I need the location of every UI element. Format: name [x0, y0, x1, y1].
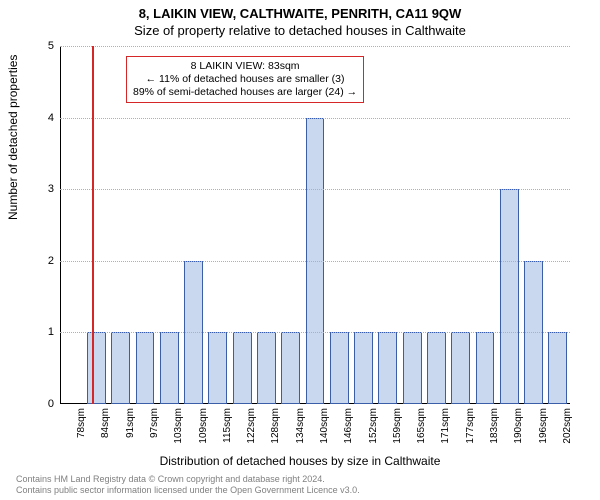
- bar: [160, 332, 179, 404]
- bar: [476, 332, 495, 404]
- gridline: [60, 118, 570, 120]
- gridline: [60, 189, 570, 191]
- annotation-line: 89% of semi-detached houses are larger (…: [133, 86, 357, 99]
- xtick-label: 190sqm: [513, 408, 524, 444]
- xtick-label: 183sqm: [489, 408, 500, 444]
- bar: [548, 332, 567, 404]
- x-axis-label: Distribution of detached houses by size …: [0, 454, 600, 468]
- xtick-label: 165sqm: [416, 408, 427, 444]
- annotation-line: 8 LAIKIN VIEW: 83sqm: [133, 60, 357, 73]
- bar: [87, 332, 106, 404]
- bar: [451, 332, 470, 404]
- bar: [111, 332, 130, 404]
- xtick-label: 159sqm: [392, 408, 403, 444]
- ytick-label: 0: [48, 398, 54, 410]
- annotation-line: ← 11% of detached houses are smaller (3): [133, 73, 357, 86]
- xtick-label: 134sqm: [295, 408, 306, 444]
- ytick-label: 4: [48, 112, 54, 124]
- plot-area: 8 LAIKIN VIEW: 83sqm← 11% of detached ho…: [60, 46, 570, 404]
- marker-line: [92, 46, 94, 404]
- chart-container: 8, LAIKIN VIEW, CALTHWAITE, PENRITH, CA1…: [0, 0, 600, 500]
- bar: [233, 332, 252, 404]
- subtitle: Size of property relative to detached ho…: [0, 21, 600, 38]
- footer-line1: Contains HM Land Registry data © Crown c…: [16, 474, 360, 485]
- ytick-label: 5: [48, 40, 54, 52]
- y-axis-label: Number of detached properties: [6, 55, 20, 220]
- xtick-label: 115sqm: [222, 408, 233, 443]
- xtick-label: 171sqm: [440, 408, 451, 444]
- ytick-label: 2: [48, 255, 54, 267]
- xtick-label: 122sqm: [246, 408, 257, 444]
- bar: [136, 332, 155, 404]
- bar: [208, 332, 227, 404]
- bar: [427, 332, 446, 404]
- xtick-label: 152sqm: [368, 408, 379, 444]
- bar: [330, 332, 349, 404]
- xtick-label: 84sqm: [100, 408, 111, 438]
- bar: [403, 332, 422, 404]
- bar: [354, 332, 373, 404]
- footer-line2: Contains public sector information licen…: [16, 485, 360, 496]
- xtick-label: 128sqm: [270, 408, 281, 444]
- gridline: [60, 46, 570, 48]
- xtick-label: 97sqm: [149, 408, 160, 438]
- ytick-label: 1: [48, 326, 54, 338]
- xtick-label: 109sqm: [198, 408, 209, 444]
- bar: [281, 332, 300, 404]
- annotation-box: 8 LAIKIN VIEW: 83sqm← 11% of detached ho…: [126, 56, 364, 103]
- xtick-label: 78sqm: [76, 408, 87, 438]
- footer: Contains HM Land Registry data © Crown c…: [16, 474, 360, 496]
- xtick-label: 196sqm: [538, 408, 549, 444]
- xtick-label: 177sqm: [465, 408, 476, 444]
- xtick-label: 202sqm: [562, 408, 573, 444]
- gridline: [60, 261, 570, 263]
- bar: [378, 332, 397, 404]
- xtick-label: 91sqm: [125, 408, 136, 438]
- bar: [257, 332, 276, 404]
- xtick-label: 146sqm: [343, 408, 354, 444]
- gridline: [60, 332, 570, 334]
- bar: [500, 189, 519, 404]
- xtick-label: 103sqm: [173, 408, 184, 444]
- ytick-label: 3: [48, 183, 54, 195]
- page-title: 8, LAIKIN VIEW, CALTHWAITE, PENRITH, CA1…: [0, 0, 600, 21]
- xtick-label: 140sqm: [319, 408, 330, 444]
